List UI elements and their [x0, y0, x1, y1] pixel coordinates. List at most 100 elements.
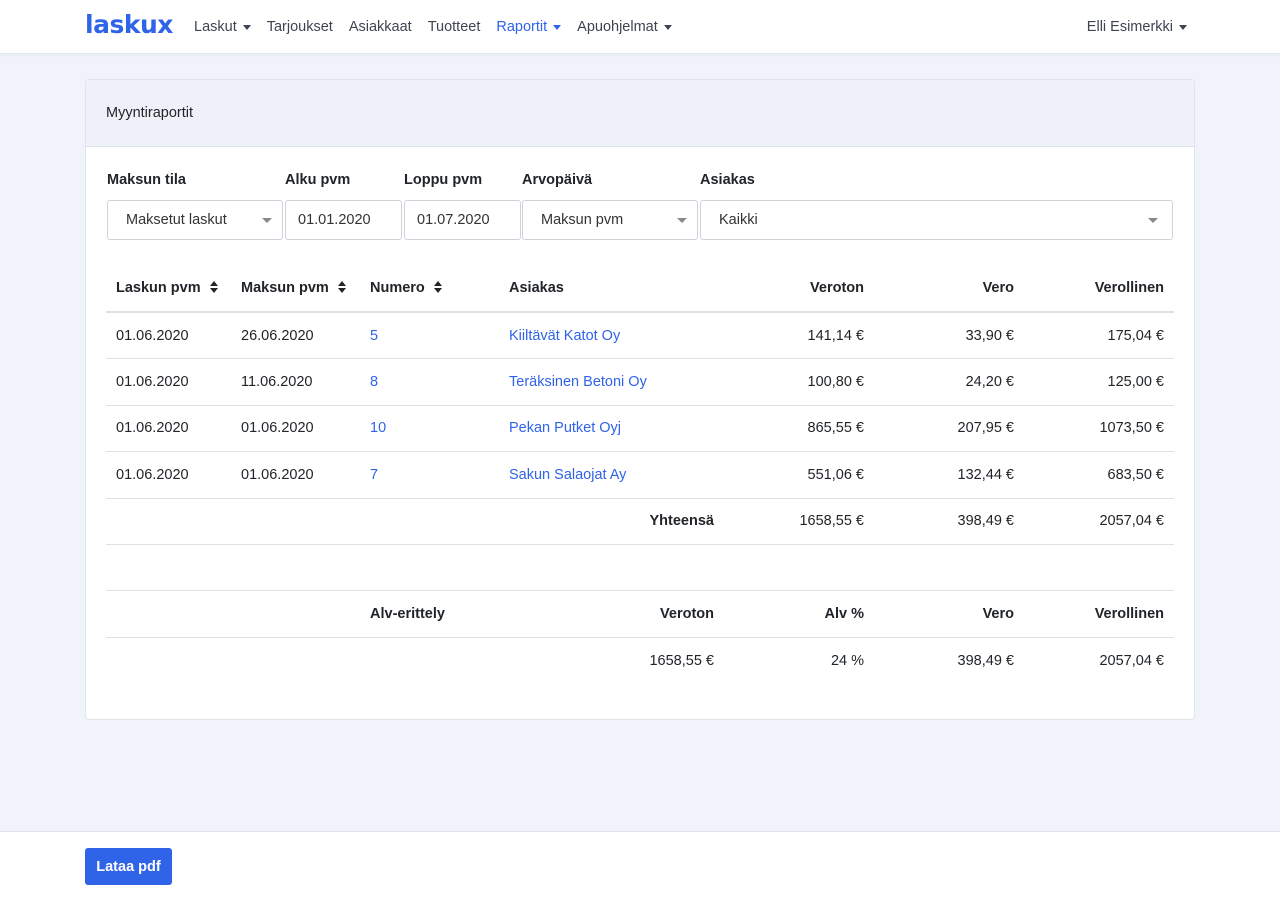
net-cell: 865,55 €	[807, 420, 864, 437]
sales-report-card: Myyntiraportit Maksun tila Maksetut lask…	[85, 79, 1195, 720]
payment-date-cell: 01.06.2020	[241, 466, 314, 483]
select-value: Kaikki	[719, 212, 758, 228]
nav-item-raportit[interactable]: Raportit	[496, 19, 562, 35]
top-navbar: laskux Laskut Tarjoukset Asiakkaat Tuott…	[0, 0, 1280, 54]
table-row: 01.06.2020 01.06.2020 7 Sakun Salaojat A…	[106, 452, 1174, 498]
nav-item-label: Asiakkaat	[348, 19, 412, 35]
col-header-invoice-date[interactable]: Laskun pvm	[106, 264, 231, 312]
net-cell: 141,14 €	[807, 327, 864, 344]
filter-label: Asiakas	[700, 172, 755, 188]
table-row: 01.06.2020 01.06.2020 10 Pekan Putket Oy…	[106, 405, 1174, 452]
total-net-cell: 1658,55 €	[799, 513, 864, 530]
vat-cell: 33,90 €	[965, 327, 1014, 344]
start-date-input[interactable]: 01.01.2020	[285, 200, 402, 240]
caret-down-icon	[1179, 24, 1187, 30]
payment-date-cell: 01.06.2020	[241, 420, 314, 437]
invoice-number-link[interactable]: 10	[370, 420, 387, 437]
gross-cell: 683,50 €	[1107, 466, 1164, 483]
vat-gross-cell: 2057,04 €	[1099, 653, 1164, 670]
nav-item-asiakkaat[interactable]: Asiakkaat	[349, 19, 412, 35]
input-value: 01.07.2020	[417, 212, 490, 228]
vat-breakdown-title: Alv-erittely	[370, 606, 445, 622]
payment-date-cell: 11.06.2020	[241, 373, 313, 390]
caret-down-icon	[1148, 218, 1158, 223]
invoice-date-cell: 01.06.2020	[116, 327, 189, 344]
filter-start-date: Alku pvm 01.01.2020	[285, 172, 402, 240]
vat-col-header-net: Veroton	[660, 606, 714, 622]
nav-item-label: Raportit	[496, 19, 548, 35]
vat-rate-cell: 24 %	[830, 653, 864, 670]
invoice-number-link[interactable]: 5	[370, 327, 379, 344]
user-name: Elli Esimerkki	[1086, 19, 1173, 35]
total-gross-cell: 2057,04 €	[1099, 513, 1164, 530]
nav-item-laskut[interactable]: Laskut	[194, 19, 251, 35]
input-value: 01.01.2020	[298, 212, 371, 228]
customer-link[interactable]: Pekan Putket Oyj	[509, 420, 622, 437]
col-header-number[interactable]: Numero	[360, 264, 499, 312]
vat-row: 1658,55 € 24 % 398,49 € 2057,04 €	[106, 638, 1174, 685]
net-cell: 100,80 €	[807, 373, 864, 390]
nav-item-label: Tuotteet	[427, 19, 481, 35]
customer-link[interactable]: Kiiltävät Katot Oy	[509, 327, 621, 344]
nav-item-label: Laskut	[194, 19, 237, 35]
sort-icon	[337, 280, 346, 293]
nav-item-label: Tarjoukset	[266, 19, 333, 35]
gross-cell: 125,00 €	[1107, 373, 1164, 390]
customer-link[interactable]: Teräksinen Betoni Oy	[509, 373, 647, 390]
vat-cell: 24,20 €	[965, 373, 1014, 390]
gross-cell: 1073,50 €	[1099, 420, 1164, 437]
footer-bar: Lataa pdf	[0, 831, 1280, 899]
user-menu[interactable]: Elli Esimerkki	[1087, 0, 1187, 54]
sort-icon	[433, 280, 442, 293]
vat-header-row: Alv-erittely Veroton Alv % Vero Verollin…	[106, 590, 1174, 638]
col-header-payment-date[interactable]: Maksun pvm	[231, 264, 360, 312]
filter-label: Alku pvm	[285, 172, 351, 188]
caret-down-icon	[663, 24, 672, 30]
totals-label: Yhteensä	[649, 513, 714, 530]
col-header-gross: Verollinen	[1094, 279, 1164, 296]
main-nav: Laskut Tarjoukset Asiakkaat Tuotteet Rap…	[194, 0, 688, 54]
filter-end-date: Loppu pvm 01.07.2020	[404, 172, 521, 240]
filter-payment-status: Maksun tila Maksetut laskut	[107, 172, 283, 240]
caret-down-icon	[242, 24, 251, 30]
vat-cell: 132,44 €	[957, 466, 1014, 483]
vat-breakdown-table: Alv-erittely Veroton Alv % Vero Verollin…	[106, 590, 1174, 685]
net-cell: 551,06 €	[807, 466, 864, 483]
filter-customer: Asiakas Kaikki	[700, 172, 1173, 240]
vat-amount-cell: 398,49 €	[957, 653, 1014, 670]
caret-down-icon	[553, 24, 562, 30]
col-header-net: Veroton	[810, 279, 864, 296]
col-header-customer: Asiakas	[509, 279, 564, 296]
caret-down-icon	[262, 218, 272, 223]
invoice-date-cell: 01.06.2020	[116, 420, 189, 437]
nav-item-tuotteet[interactable]: Tuotteet	[428, 19, 481, 35]
vat-net-cell: 1658,55 €	[649, 653, 714, 670]
caret-down-icon	[677, 218, 687, 223]
report-table: Laskun pvm Maksun pvm Numero Asiakas Ver…	[106, 264, 1174, 545]
vat-col-header-vat: Vero	[982, 606, 1014, 622]
filter-value-date: Arvopäivä Maksun pvm	[522, 172, 698, 240]
customer-link[interactable]: Sakun Salaojat Ay	[509, 466, 627, 483]
table-header-row: Laskun pvm Maksun pvm Numero Asiakas Ver…	[106, 264, 1174, 312]
total-vat-cell: 398,49 €	[957, 513, 1014, 530]
value-date-select[interactable]: Maksun pvm	[522, 200, 698, 240]
sort-icon	[209, 280, 218, 293]
customer-select[interactable]: Kaikki	[700, 200, 1173, 240]
nav-item-apuohjelmat[interactable]: Apuohjelmat	[577, 19, 672, 35]
end-date-input[interactable]: 01.07.2020	[404, 200, 521, 240]
card-title: Myyntiraportit	[106, 105, 194, 121]
col-header-vat: Vero	[982, 279, 1014, 296]
table-row: 01.06.2020 26.06.2020 5 Kiiltävät Katot …	[106, 312, 1174, 359]
nav-item-tarjoukset[interactable]: Tarjoukset	[267, 19, 333, 35]
vat-col-header-gross: Verollinen	[1094, 606, 1164, 622]
laskux-logo[interactable]: laskux	[85, 10, 173, 39]
payment-status-select[interactable]: Maksetut laskut	[107, 200, 283, 240]
payment-date-cell: 26.06.2020	[241, 327, 314, 344]
invoice-number-link[interactable]: 7	[370, 466, 379, 483]
invoice-number-link[interactable]: 8	[370, 373, 379, 390]
download-pdf-button[interactable]: Lataa pdf	[85, 848, 172, 885]
filter-label: Maksun tila	[107, 172, 186, 188]
vat-col-header-rate: Alv %	[824, 606, 865, 622]
filter-label: Arvopäivä	[522, 172, 593, 188]
invoice-date-cell: 01.06.2020	[116, 373, 189, 390]
